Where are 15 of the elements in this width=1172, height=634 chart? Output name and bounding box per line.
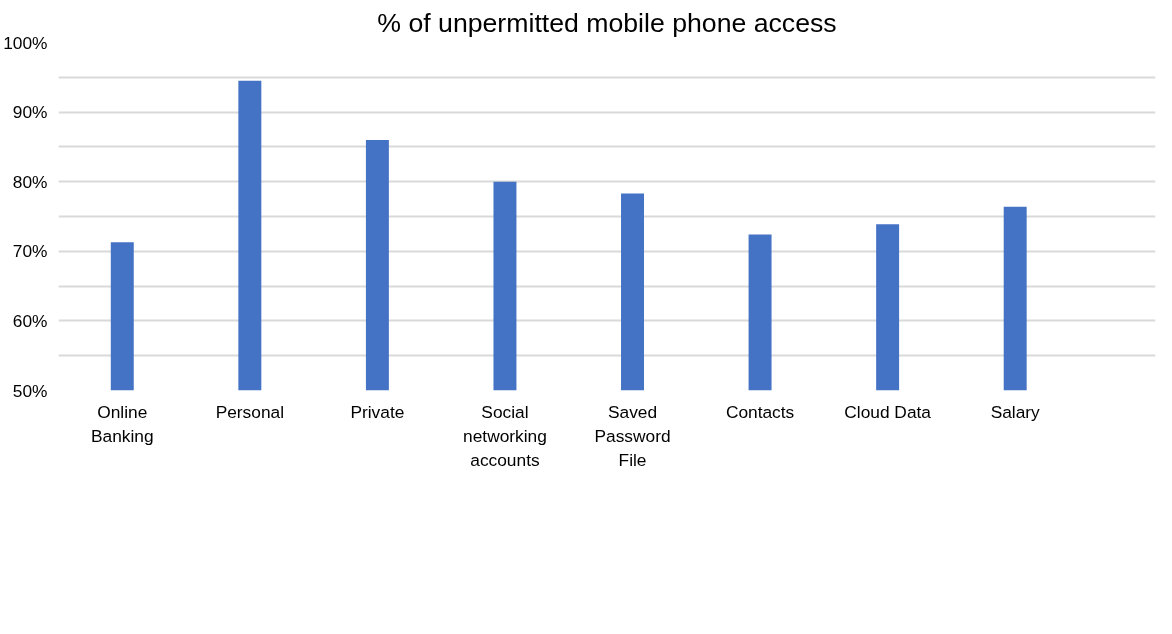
chart-title: % of unpermitted mobile phone access xyxy=(377,7,837,38)
y-tick-label: 90% xyxy=(12,102,48,123)
x-tick-label: Social networking accounts xyxy=(463,401,547,470)
x-tick-label: Contacts xyxy=(725,401,795,422)
x-tick-label: Salary xyxy=(990,401,1041,422)
x-tick-label: Online Banking xyxy=(90,401,154,446)
y-tick-label: 80% xyxy=(12,171,48,192)
x-tick-label: Cloud Data xyxy=(844,401,932,422)
y-tick-label: 70% xyxy=(12,241,48,262)
x-tick-label: Private xyxy=(350,401,405,422)
x-tick-label: Personal xyxy=(215,401,285,422)
x-tick-label: Saved Password File xyxy=(594,401,671,470)
y-tick-label: 50% xyxy=(12,380,48,401)
y-tick-label: 100% xyxy=(3,32,48,53)
y-tick-label: 60% xyxy=(12,310,48,331)
